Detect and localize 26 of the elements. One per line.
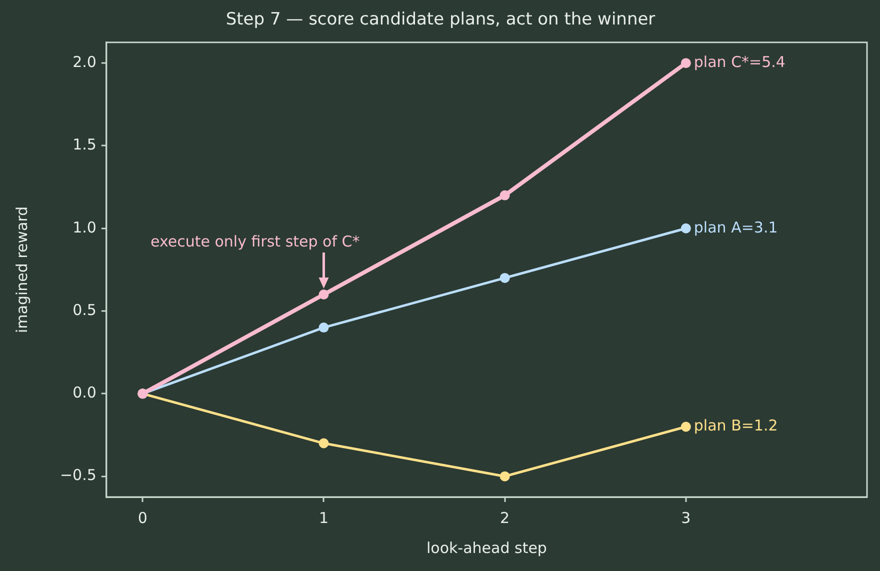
y-tick-label: 1.5 [72,136,96,154]
x-tick-label: 0 [138,508,148,527]
chart-title: Step 7 — score candidate plans, act on the winner [226,10,656,30]
y-axis-title: imagined reward [12,206,31,334]
series-label: plan A=3.1 [694,218,778,236]
series-label: plan B=1.2 [694,416,778,435]
point [318,322,329,333]
x-tick-label: 3 [681,508,691,527]
point [500,471,510,482]
y-tick-label: −0.5 [60,466,96,484]
point [500,190,510,200]
point [318,438,329,448]
x-axis-title: look-ahead step [426,538,547,557]
y-tick-label: 2.0 [72,52,96,71]
x-tick-label: 2 [500,508,510,527]
series-label: plan C*=5.4 [694,52,786,71]
point [680,422,691,432]
y-tick-label: 0.5 [72,300,96,319]
point [680,223,691,234]
point [500,272,510,283]
x-tick-label: 1 [318,508,329,527]
annotation: execute only first step of C* [150,232,360,250]
point [680,58,691,68]
y-tick-label: 0.0 [72,384,96,402]
point [318,289,329,300]
y-tick-label: 1.0 [72,218,96,236]
